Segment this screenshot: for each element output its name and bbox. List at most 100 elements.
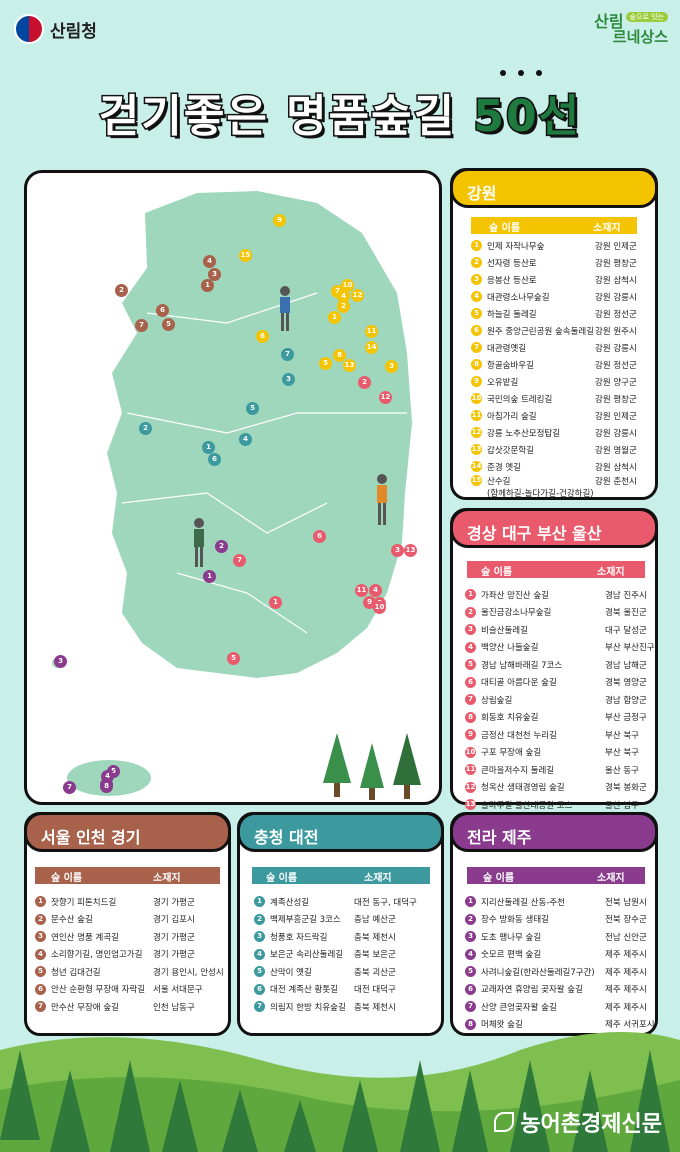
item-number: 5: [465, 659, 476, 670]
item-location: 경북 울진군: [605, 608, 647, 618]
item-location: 제주 서귀포시: [605, 1020, 655, 1030]
item-number: 8: [465, 1018, 476, 1030]
col-loc: 소재지: [364, 873, 392, 884]
item-number: 13: [471, 444, 482, 455]
item-location: 강원 강릉시: [595, 343, 637, 354]
item-name: 보은군 속리산둘레길: [270, 950, 344, 960]
item-number: 7: [254, 1001, 265, 1012]
list-item: 1 계족산성길 대전 동구, 대덕구: [254, 893, 417, 910]
item-name: 솔마루길 울산대공원 코스: [481, 800, 573, 811]
item-location: 강원 강릉시: [595, 428, 637, 439]
item-name: 계족산성길: [270, 897, 310, 908]
item-number: 9: [465, 729, 476, 740]
item-name: 가좌산 망진산 숲길: [481, 590, 549, 601]
item-name: 대전 계족산 황톳길: [270, 985, 338, 995]
item-location: 제주 제주시: [605, 985, 647, 995]
map-pin: 11: [365, 325, 378, 338]
source-name: 농어촌경제신문: [520, 1112, 662, 1137]
item-name: 백제부흥군길 3코스: [270, 915, 341, 925]
list-item: 4 소리향기길, 명인엄고가길 경기 가평군: [35, 946, 195, 963]
item-name: 응봉산 등산로: [487, 275, 537, 286]
item-location: 강원 영월군: [595, 445, 637, 456]
item-location: 강원 삼척시: [595, 275, 637, 286]
col-loc: 소재지: [597, 567, 625, 578]
item-location: 울산 남구: [605, 800, 639, 811]
item-number: 2: [35, 913, 46, 925]
item-number: 8: [471, 359, 482, 370]
list-item: 3 연인산 명품 계곡길 경기 가평군: [35, 928, 195, 945]
item-number: 6: [35, 983, 46, 995]
gangwon-table-header: 숲 이름 소재지: [471, 217, 637, 234]
list-item: 8 회동호 치유숲길 부산 금정구: [465, 709, 647, 726]
gyeongsang-panel: 경상 대구 부산 울산 숲 이름 소재지 1 가좌산 망진산 숲길 경남 진주시 2 울…: [450, 508, 658, 811]
map-pin: 8: [333, 349, 346, 362]
item-number: 1: [471, 240, 482, 251]
col-loc: 소재지: [593, 223, 621, 234]
map-pin: 7: [281, 348, 294, 361]
item-location: 경기 김포시: [153, 915, 195, 925]
map-pin: 1: [269, 596, 282, 609]
item-number: 13: [465, 799, 476, 810]
item-name: 교래자연 휴양림 곶자왈 숲길: [481, 985, 583, 995]
list-item: 8 머체왓 숲길 제주 서귀포시: [465, 1016, 655, 1033]
item-name: 대관령옛길: [487, 343, 527, 354]
tree-icon: [323, 733, 421, 800]
chungcheong-header: 충청 대전: [237, 812, 444, 852]
item-location: 경북 영양군: [605, 678, 647, 688]
title-main: 걷기좋은 명품숲길: [97, 90, 474, 144]
list-item: 7 의림지 한방 치유숲길 충북 제천시: [254, 998, 396, 1015]
item-location: 강원 춘천시: [595, 477, 637, 487]
map-pin: 8: [100, 780, 113, 793]
item-number: 1: [465, 896, 476, 907]
item-location: 충남 예산군: [354, 915, 396, 925]
item-number: 4: [471, 291, 482, 302]
item-number: 5: [254, 966, 265, 977]
gov-name: 산림청: [50, 21, 97, 42]
list-item: 7 만수산 무장애 숲길 인천 남동구: [35, 998, 195, 1015]
item-number: 3: [465, 624, 476, 635]
item-location: 인천 남동구: [153, 1002, 195, 1013]
item-location: 울산 동구: [605, 765, 639, 776]
item-location: 경기 가평군: [153, 950, 195, 960]
item-name: 구포 무장애 숲길: [481, 748, 542, 758]
item-location: 경기 가평군: [153, 932, 195, 943]
item-location: 충북 제천시: [354, 1002, 396, 1013]
map-pin: 13: [404, 544, 417, 557]
map-pin: 9: [363, 596, 376, 609]
item-number: 7: [465, 694, 476, 705]
list-item: 2 울진금강소나무숲길 경북 울진군: [465, 604, 647, 621]
list-item: 3 도초 팽나무 숲길 전남 신안군: [465, 928, 647, 945]
list-item: 6 대전 계족산 황톳길 대전 대덕구: [254, 981, 396, 998]
item-name: 대관령소나무숲길: [487, 292, 550, 303]
item-name: 청풍호 자드락길: [270, 932, 328, 943]
item-number: 14: [471, 461, 482, 472]
item-name: 금정산 대천천 누리길: [481, 730, 557, 741]
list-item: 6 안산 순환형 무장애 자락길 서울 서대문구: [35, 981, 203, 998]
item-location: 부산 부산진구: [605, 643, 655, 653]
item-number: 7: [35, 1001, 46, 1012]
list-item: 2 장수 방화동 생태길 전북 장수군: [465, 911, 647, 928]
item-number: 12: [465, 781, 476, 793]
map-pin: 2: [337, 300, 350, 313]
item-name: 강릉 노추산모정탑길: [487, 428, 561, 439]
item-name: 울진금강소나무숲길: [481, 608, 552, 618]
title-dots: [500, 70, 542, 76]
list-item: 6 원주 중앙근린공원 숲속둘레길 강원 원주시: [471, 322, 637, 339]
map-pin: 6: [156, 304, 169, 317]
jeolla-table-header: 숲 이름 소재지: [467, 867, 645, 884]
list-item: 8 항골숨바우길 강원 정선군: [471, 356, 637, 373]
list-item: 3 청풍호 자드락길 충북 제천시: [254, 928, 396, 945]
item-name-sub: (함께하길-놀다가길-건강하길): [487, 489, 594, 499]
map-pin: 2: [115, 284, 128, 297]
map-pin: 6: [256, 330, 269, 343]
item-number: 6: [465, 983, 476, 995]
item-name: 산양 큰엉곶자왈 숲길: [481, 1002, 557, 1013]
list-item: 3 응봉산 등산로 강원 삼척시: [471, 271, 637, 288]
item-number: 4: [465, 641, 476, 653]
item-location: 전북 장수군: [605, 915, 647, 925]
list-item: 11 아침가리 숲길 강원 인제군: [471, 407, 637, 424]
map-pin: 3: [54, 655, 67, 668]
item-name: 비슬산둘레길: [481, 625, 528, 636]
item-name: 문수산 숲길: [51, 915, 93, 925]
item-location: 충북 제천시: [354, 932, 396, 943]
